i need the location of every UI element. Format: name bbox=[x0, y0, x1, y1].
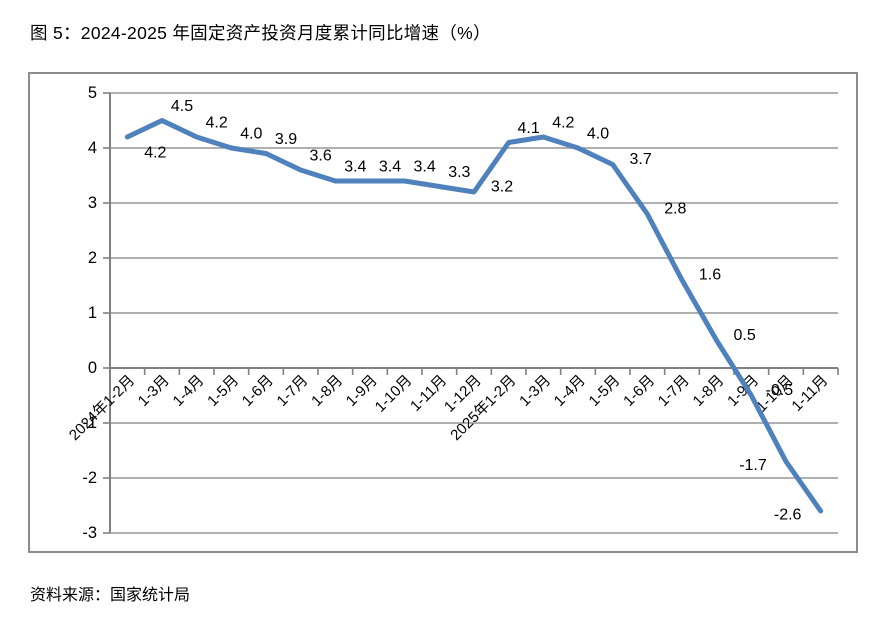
data-label: 3.4 bbox=[414, 159, 436, 176]
x-tick-label: 1-6月 bbox=[239, 372, 277, 410]
y-tick-label: -3 bbox=[82, 524, 97, 542]
y-tick-label: 3 bbox=[88, 194, 97, 212]
data-label: 3.3 bbox=[448, 164, 470, 181]
x-tick-label: 1-5月 bbox=[586, 372, 624, 410]
data-label: 3.4 bbox=[344, 159, 366, 176]
y-tick-label: -1 bbox=[82, 414, 97, 432]
data-label: 4.2 bbox=[206, 115, 228, 132]
x-tick-label: 1-7月 bbox=[655, 372, 693, 410]
y-tick-label: 1 bbox=[88, 304, 97, 322]
series-line bbox=[124, 118, 824, 514]
x-tick-label: 1-5月 bbox=[204, 372, 242, 410]
chart-frame: 5 4 3 2 1 0 -1 -2 -3 2024年1-2月 1-3月 1-4月 1-5月 1-6月 1-7… bbox=[28, 72, 858, 553]
line-chart: 543210-1-2-32024年1-2月1-3月1-4月1-5月1-6月1-7… bbox=[66, 84, 839, 542]
data-label: -1.7 bbox=[739, 457, 767, 474]
x-tick-label: 1-3月 bbox=[516, 372, 554, 410]
data-label: 0.5 bbox=[734, 327, 756, 344]
data-label: -0.5 bbox=[766, 382, 794, 399]
y-tick-label: 5 bbox=[88, 84, 97, 102]
data-label: 4.0 bbox=[587, 126, 609, 143]
x-tick-label: 1-4月 bbox=[551, 372, 589, 410]
data-label: 4.2 bbox=[552, 115, 574, 132]
x-tick-label: 1-7月 bbox=[274, 372, 312, 410]
x-tick-label: 1-8月 bbox=[308, 372, 346, 410]
x-tick-label: 1-4月 bbox=[170, 372, 208, 410]
data-label: 3.4 bbox=[379, 159, 401, 176]
y-tick-label: 0 bbox=[88, 359, 97, 377]
x-tick-label: 1-11月 bbox=[407, 372, 450, 415]
x-tick-label: 1-8月 bbox=[690, 372, 728, 410]
y-tick-label: 4 bbox=[88, 139, 97, 157]
data-label: 4.1 bbox=[518, 120, 540, 137]
x-tick-label: 1-6月 bbox=[620, 372, 658, 410]
y-tick-label: 2 bbox=[88, 249, 97, 267]
x-tick-label: 1-11月 bbox=[788, 372, 831, 415]
y-tick-label: -2 bbox=[82, 469, 97, 487]
data-label: 3.2 bbox=[491, 179, 513, 196]
data-label: 4.0 bbox=[240, 126, 262, 143]
data-label: 4.2 bbox=[144, 145, 166, 162]
x-tick-label: 1-10月 bbox=[372, 372, 416, 416]
data-label: 4.5 bbox=[171, 98, 193, 115]
data-label: 3.6 bbox=[310, 148, 332, 165]
data-label: 1.6 bbox=[699, 267, 721, 284]
data-label: 3.9 bbox=[275, 131, 297, 148]
data-label: 2.8 bbox=[664, 201, 686, 218]
x-tick-label: 2024年1-2月 bbox=[66, 372, 138, 444]
data-label: 3.7 bbox=[630, 151, 652, 168]
chart-title: 图 5：2024-2025 年固定资产投资月度累计同比增速（%） bbox=[30, 23, 491, 43]
data-label: -2.6 bbox=[774, 507, 802, 524]
source-note: 资料来源：国家统计局 bbox=[30, 587, 191, 604]
x-tick-label: 1-3月 bbox=[135, 372, 173, 410]
